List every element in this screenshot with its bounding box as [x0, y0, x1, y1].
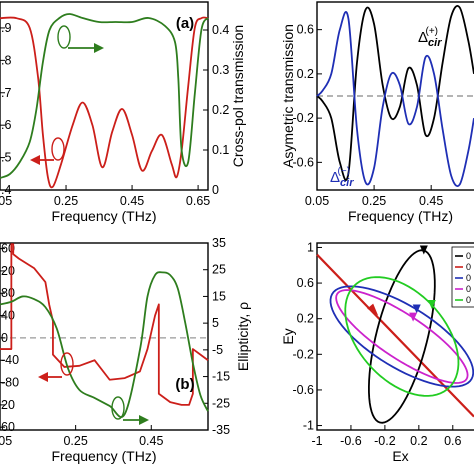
green-arrow-head-b [139, 415, 149, 425]
legend-box [451, 246, 474, 308]
y-axis-label-asym: Asymetric transmission [280, 24, 296, 168]
x-tick-label-3: 0.65 [186, 194, 210, 208]
legend-label-1: 0 [466, 262, 471, 272]
series-line-b-0 [0, 243, 209, 406]
x-tick-label-2: 0.45 [120, 194, 144, 208]
y-left-tick-label-b-3: 40 [1, 309, 15, 323]
legend-label-0: 0 [466, 251, 471, 261]
red-arrow-head-b [38, 372, 48, 382]
green-marker-ellipse-b [111, 396, 125, 420]
y-left-tick-label-b-1: 20 [1, 264, 15, 278]
y-axis-label-p: Ey [280, 328, 296, 344]
y-right-tick-label-b-6: -25 [212, 396, 230, 410]
polarization-direction-arrow [367, 303, 379, 316]
x-tick-label-p-3: 0.2 [410, 434, 427, 448]
y-right-tick-label-3: 0.3 [212, 63, 229, 77]
x-axis-label-asym: Frequency (THz) [348, 208, 453, 224]
y-tick-label-asym-1: 0.2 [297, 67, 314, 81]
legend-label-4: 0 [466, 295, 471, 305]
y-left-tick-label-b-6: -80 [1, 376, 19, 390]
y-right-tick-label-b-5: -15 [212, 370, 230, 384]
legend-label-2: 0 [466, 273, 471, 283]
series-line-b-1 [0, 271, 209, 418]
y-right-tick-label-b-7: -35 [212, 423, 230, 437]
y-tick-label-asym-0: 0.6 [297, 23, 314, 37]
series-line-asym-0 [316, 5, 474, 181]
red-marker-ellipse [51, 137, 65, 161]
panel-a-frame [0, 1, 209, 191]
y-tick-label-p-0: 1 [307, 240, 314, 254]
x-tick-label-asym-2: 0.45 [419, 194, 443, 208]
y-left-tick-label-2: .6 [1, 118, 11, 132]
x-tick-label-b-1: 0.25 [63, 434, 87, 448]
x-tick-label-b-2: 0.45 [139, 434, 163, 448]
panel-polar-frame [316, 242, 474, 431]
y-left-tick-label-b-2: 80 [1, 286, 15, 300]
y-tick-label-p-2: 0.2 [297, 312, 314, 326]
y-axis-label-right-b: Ellipticity, ρ [235, 302, 251, 371]
polarization-ellipse-2 [329, 285, 474, 388]
panel-label-a: (a) [176, 15, 194, 32]
x-tick-label-1: 0.25 [54, 194, 78, 208]
x-axis-label-a: Frequency (THz) [51, 208, 156, 224]
green-arrow-head [94, 43, 104, 53]
y-right-tick-label-b-3: 5 [212, 316, 219, 330]
y-left-tick-label-4: .8 [1, 53, 11, 67]
y-axis-label-right-a: Cross-pol transmission [230, 25, 246, 167]
y-tick-label-p-4: -0.6 [292, 383, 314, 397]
y-tick-label-asym-2: -0.2 [292, 111, 314, 125]
panel-b-frame [0, 242, 209, 431]
y-tick-label-p-3: -0.2 [292, 347, 314, 361]
y-right-tick-label-b-1: 25 [212, 263, 226, 277]
x-tick-label-p-0: -1 [311, 434, 322, 448]
red-marker-ellipse-b [60, 352, 74, 376]
polarization-ellipse-4 [344, 276, 460, 397]
ellipse-direction-arrow-3 [409, 312, 418, 322]
ellipse-direction-arrow-4 [427, 300, 436, 310]
y-left-tick-label-5: .9 [1, 21, 11, 35]
red-arrow-head [30, 155, 40, 165]
series-line-a-0 [0, 16, 209, 189]
y-left-tick-label-b-4: 0 [1, 331, 8, 345]
legend-label-3: 0 [466, 284, 471, 294]
x-axis-label-p: Ex [392, 448, 408, 464]
x-tick-label-p-4: 0.6 [444, 434, 461, 448]
y-left-tick-label-b-7: 20 [1, 398, 15, 412]
polarization-ellipse-3 [335, 289, 469, 384]
y-right-tick-label-2: 0.2 [212, 103, 229, 117]
delta-minus-annotation: Δcir(−) [330, 166, 354, 189]
delta-plus-annotation: Δcir(+) [418, 26, 442, 49]
y-left-tick-label-3: .7 [1, 86, 11, 100]
y-tick-label-p-5: -1 [303, 419, 314, 433]
y-right-tick-label-4: 0.4 [212, 23, 229, 37]
y-left-tick-label-b-5: -40 [1, 353, 19, 367]
y-tick-label-asym-3: -0.6 [292, 155, 314, 169]
polarization-ellipse-1 [368, 249, 436, 424]
x-tick-label-asym-0: 0.05 [305, 194, 329, 208]
y-left-tick-label-1: .5 [1, 151, 11, 165]
y-left-tick-label-0: .4 [1, 183, 11, 197]
panel-label-b: (b) [175, 376, 194, 393]
x-tick-label-p-2: -0.2 [374, 434, 396, 448]
y-right-tick-label-b-4: -5 [212, 343, 223, 357]
series-line-a-1 [0, 13, 209, 179]
green-marker-ellipse [57, 25, 71, 49]
series-line-asym-1 [316, 11, 474, 187]
x-tick-label-asym-1: 0.25 [362, 194, 386, 208]
y-left-tick-label-b-8: 60 [1, 420, 15, 434]
x-tick-label-p-1: -0.6 [340, 434, 362, 448]
ellipse-direction-arrow-2 [412, 304, 421, 314]
y-right-tick-label-b-0: 35 [212, 236, 226, 250]
y-tick-label-p-1: 0.6 [297, 276, 314, 290]
ellipse-direction-arrow-1 [419, 245, 428, 255]
x-tick-label-b-0: 0.05 [0, 434, 12, 448]
y-right-tick-label-1: 0.1 [212, 143, 229, 157]
y-right-tick-label-0: 0 [212, 183, 219, 197]
x-tick-label-0: 0.05 [0, 194, 12, 208]
x-axis-label-b: Frequency (THz) [51, 448, 156, 464]
y-right-tick-label-b-2: 15 [212, 289, 226, 303]
